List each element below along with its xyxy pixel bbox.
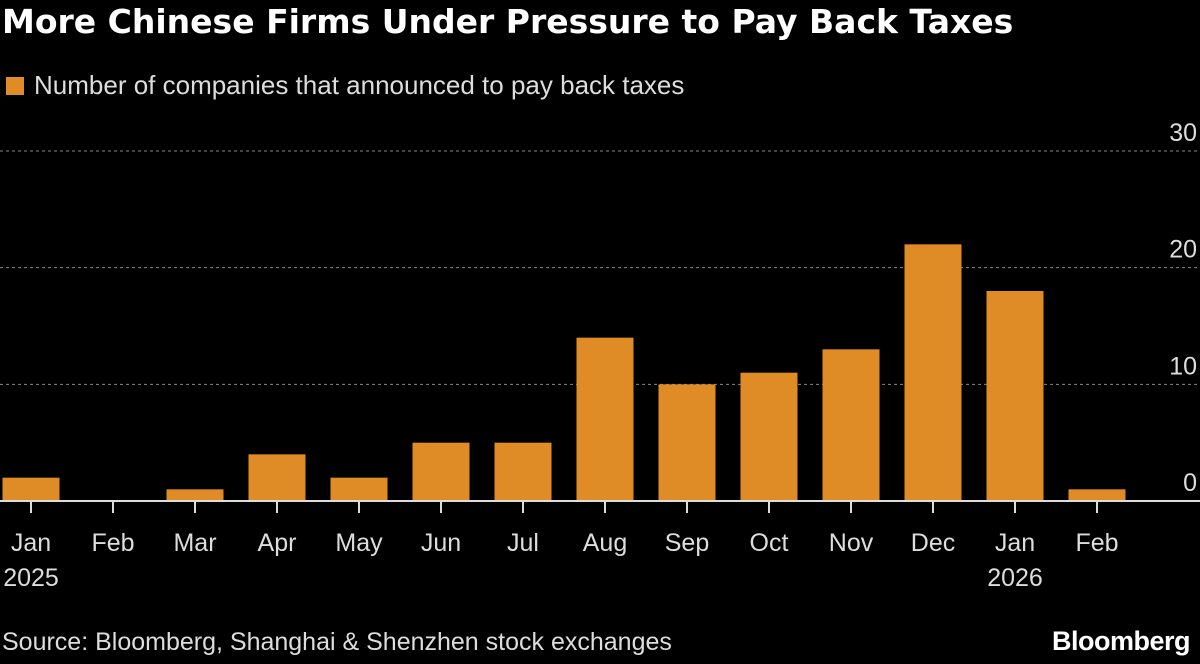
x-tick-label: Jun <box>421 529 461 557</box>
x-tick-label: May <box>335 529 383 557</box>
bar-chart: 0 10 20 30 Jan 2025 Feb Mar Apr May Jun Jul Aug Sep Oc… <box>0 119 1200 592</box>
x-year-label: 2025 <box>3 564 59 592</box>
y-tick-label: 0 <box>1183 469 1197 497</box>
bar <box>822 349 880 501</box>
source-note: Source: Bloomberg, Shanghai & Shenzhen s… <box>2 628 672 656</box>
x-tick-label: Jul <box>507 529 539 557</box>
bar <box>330 477 388 501</box>
bar <box>986 291 1044 501</box>
y-tick-label: 10 <box>1169 352 1197 380</box>
bloomberg-logo: Bloomberg <box>1051 626 1191 656</box>
bar <box>412 442 470 501</box>
x-tick-label: Oct <box>750 529 789 557</box>
legend-label: Number of companies that announced to pa… <box>34 70 685 100</box>
bar <box>576 337 634 501</box>
x-tick-label: Aug <box>583 529 627 557</box>
x-tick-label: Sep <box>665 529 709 557</box>
bar <box>2 477 60 501</box>
bar <box>658 384 716 501</box>
y-tick-label: 20 <box>1169 236 1197 264</box>
bar <box>166 489 224 501</box>
x-tick-label: Jan <box>995 529 1035 557</box>
legend-swatch <box>6 76 24 95</box>
x-tick-label: Dec <box>911 529 955 557</box>
bar <box>904 244 962 502</box>
x-tick-label: Mar <box>173 529 216 557</box>
x-year-label: 2026 <box>987 564 1043 592</box>
x-tick-label: Jan <box>11 529 51 557</box>
x-tick-label: Feb <box>1075 529 1118 557</box>
chart-title: More Chinese Firms Under Pressure to Pay… <box>2 2 1014 41</box>
x-tick-label: Feb <box>91 529 134 557</box>
bar <box>494 442 552 501</box>
x-tick-label: Nov <box>829 529 874 557</box>
bar <box>1068 489 1126 501</box>
bar <box>248 454 306 501</box>
bar <box>740 372 798 501</box>
legend: Number of companies that announced to pa… <box>6 70 684 101</box>
x-tick-label: Apr <box>258 529 297 557</box>
y-tick-label: 30 <box>1169 119 1197 147</box>
